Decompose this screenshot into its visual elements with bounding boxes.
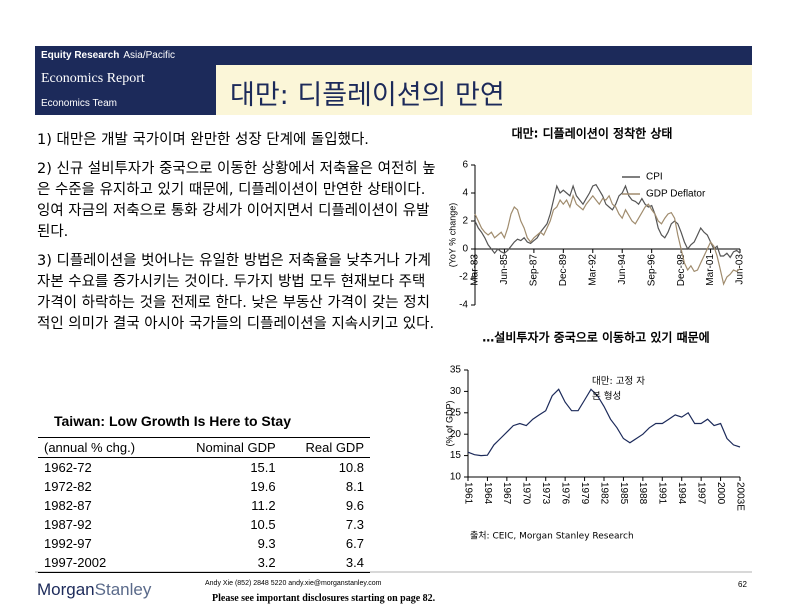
y-tick-label: 10 [450,472,462,483]
table-cell: 1972-82 [44,479,92,494]
bullet: 1) 대만은 개발 국가이며 완만한 성장 단계에 돌입했다. [37,132,369,148]
table-cell: 3.2 [257,555,276,570]
x-tick-label: 2000 [715,482,726,505]
data-line [467,388,741,457]
y-tick-label: 20 [450,429,462,440]
y-tick-label: 30 [450,386,462,397]
table-body: 1962-72 15.1 10.8 1972-82 19.6 8.1 1982-87 11.2… [38,458,370,573]
table-cell: 1992-97 [44,536,92,551]
x-tick-label: 1979 [579,482,590,505]
data-line [474,183,741,259]
source: 출처: CEIC, Morgan Stanley Research [470,530,634,542]
x-tick-label: 1973 [540,482,551,505]
chart-title: 대만: 디플레이션이 정착한 상태 [512,126,673,141]
disclosure: Please see important disclosures startin… [212,593,436,604]
x-tick-label: Jun-94 [617,254,628,285]
column-header: Real GDP [281,437,370,458]
x-tick-label: 1997 [696,482,707,505]
team-name: Economics Team [41,98,117,109]
table-cell: 6.7 [345,536,364,551]
x-tick-label: Sep-87 [529,254,540,287]
y-axis-label: (% of GDP) [444,400,454,446]
logo: MorganStanley [37,580,151,600]
y-tick-label: 2 [462,216,468,227]
table-cell: 9.6 [345,498,364,513]
x-tick-label: 1985 [618,482,629,505]
table-row: 1997-2002 3.2 3.4 [38,553,370,573]
y-tick-label: 4 [462,188,468,199]
legend-label: CPI [646,172,663,183]
x-tick-label: 1991 [657,482,668,505]
table-cell: 15.1 [250,460,276,475]
table-cell: 10.8 [338,460,364,475]
table-row: 1992-97 9.3 6.7 [38,534,370,553]
table-cell: 1997-2002 [44,555,107,570]
table-cell: 1987-92 [44,517,92,532]
table-cell: 8.1 [345,479,364,494]
report-band: Economics Report Economics Team [35,65,216,115]
y-tick-label: 6 [462,160,468,171]
x-tick-label: Dec-89 [558,254,569,287]
author: Andy Xie (852) 2848 5220 andy.xie@morgan… [205,580,382,587]
x-tick-label: 1961 [462,482,473,505]
x-tick-label: 1970 [521,482,532,505]
division: Equity Research [41,50,120,61]
table-cell: 1962-72 [44,460,92,475]
table-cell: 3.4 [345,555,364,570]
x-tick-label: 1964 [482,482,493,505]
bullet-list: 1) 대만은 개발 국가이며 완만한 성장 단계에 돌입했다. 2) 신규 설비… [37,130,437,343]
bullet: 2) 신규 설비투자가 중국으로 이동한 상황에서 저축율은 여전히 높은 수준… [37,161,436,240]
report-name: Economics Report [41,71,145,86]
x-tick-label: Mar-83 [470,254,481,286]
y-tick-label: 25 [450,407,462,418]
table-cell: 19.6 [250,479,276,494]
logo-text: Morgan [37,580,95,599]
table-cell: 10.5 [250,517,276,532]
y-axis-label: (YoY % change) [447,203,457,268]
region: Asia/Pacific [123,50,176,61]
y-tick-label: 35 [450,365,462,376]
x-tick-label: 2003E [734,482,745,511]
table-row: 1962-72 15.1 10.8 [38,458,370,478]
y-tick-label: 15 [450,450,462,461]
chart-title: …설비투자가 중국으로 이동하고 있기 때문에 [482,330,709,345]
x-tick-label: Mar-01 [705,254,716,286]
x-tick-label: 1982 [598,482,609,505]
legend-label: GDP Deflator [646,189,706,200]
header-row: (annual % chg.) Nominal GDP Real GDP [38,437,370,458]
x-tick-label: 1994 [676,482,687,505]
x-tick-label: Dec-98 [676,254,687,287]
y-tick-label: -4 [459,300,468,311]
top-bar: Equity Research Asia/Pacific [35,46,752,65]
x-tick-label: 1976 [560,482,571,505]
table-cell: 11.2 [251,498,276,513]
x-tick-label: 1967 [501,482,512,505]
table-title: Taiwan: Low Growth Is Here to Stay [54,413,291,429]
page-number: 62 [738,580,747,589]
bullet: 3) 디플레이션을 벗어나는 유일한 방법은 저축율을 낮추거나 가계 자본 수… [37,253,435,332]
chart-annotation: 대만: 고정 자본 형성 [592,376,645,402]
table-cell: 9.3 [257,536,276,551]
logo-text: Stanley [94,580,152,599]
x-tick-label: Sep-96 [646,254,657,287]
x-tick-label: 1988 [637,482,648,505]
page-title: 대만: 디플레이션의 만연 [230,80,505,111]
y-tick-label: -2 [459,272,468,283]
table-cell: 1982-87 [44,498,92,513]
table-row: 1982-87 11.2 9.6 [38,496,370,515]
data-line [474,193,741,286]
table-cell: 7.3 [345,517,364,532]
column-header: (annual % chg.) [38,437,168,458]
growth-table: (annual % chg.) Nominal GDP Real GDP 1962-… [38,437,370,573]
y-tick-label: 0 [462,244,468,255]
table-row: 1972-82 19.6 8.1 [38,477,370,496]
column-header: Nominal GDP [167,437,282,458]
table-row: 1987-92 10.5 7.3 [38,515,370,534]
title-band: 대만: 디플레이션의 만연 [216,65,752,115]
x-tick-label: Jun-85 [499,254,510,285]
x-tick-label: Mar-92 [587,254,598,286]
